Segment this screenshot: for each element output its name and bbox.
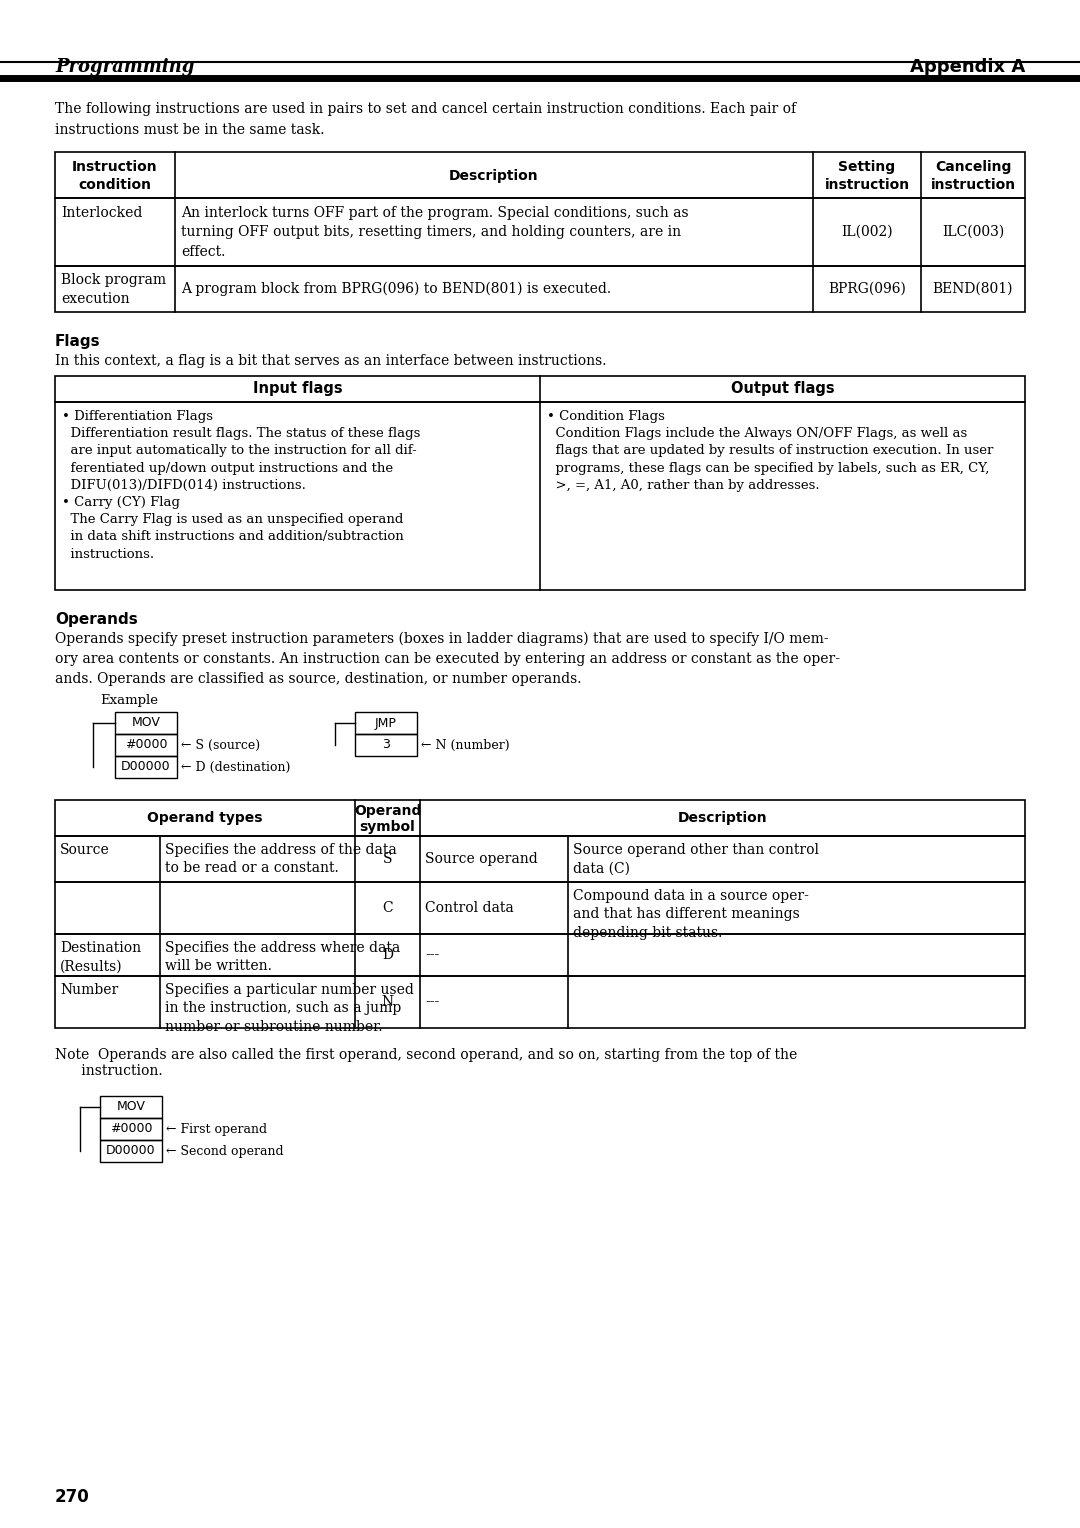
Text: Output flags: Output flags	[731, 382, 835, 396]
Bar	[100, 1096, 162, 1118]
Text: Canceling
instruction: Canceling instruction	[931, 160, 1015, 191]
Text: ILC(003): ILC(003)	[942, 225, 1004, 238]
Bar	[114, 712, 177, 733]
Text: Operand
symbol: Operand symbol	[354, 804, 421, 834]
Text: Appendix A: Appendix A	[909, 58, 1025, 76]
Text: D00000: D00000	[106, 1144, 156, 1158]
Text: BEND(801): BEND(801)	[933, 283, 1013, 296]
Text: ← D (destination): ← D (destination)	[181, 761, 291, 773]
Bar	[55, 376, 1025, 402]
Text: ← First operand: ← First operand	[166, 1123, 267, 1135]
Bar	[55, 882, 1025, 934]
Text: 270: 270	[55, 1488, 90, 1507]
Bar	[100, 1118, 162, 1140]
Text: D: D	[382, 947, 393, 963]
Text: • Condition Flags
  Condition Flags include the Always ON/OFF Flags, as well as
: • Condition Flags Condition Flags includ…	[546, 410, 994, 492]
Text: Example: Example	[100, 694, 158, 707]
Text: Programming: Programming	[55, 58, 194, 76]
Text: Specifies the address where data
will be written.: Specifies the address where data will be…	[165, 941, 401, 973]
Text: D00000: D00000	[121, 761, 171, 773]
Text: #0000: #0000	[110, 1123, 152, 1135]
Text: ← S (source): ← S (source)	[181, 738, 260, 752]
Text: A program block from BPRG(096) to BEND(801) is executed.: A program block from BPRG(096) to BEND(8…	[181, 281, 611, 296]
Text: Destination
(Results): Destination (Results)	[60, 941, 141, 973]
Bar	[55, 266, 1025, 312]
Bar	[355, 733, 417, 756]
Text: Description: Description	[449, 170, 539, 183]
Text: The following instructions are used in pairs to set and cancel certain instructi: The following instructions are used in p…	[55, 102, 796, 136]
Text: 3: 3	[382, 738, 390, 752]
Bar	[55, 836, 1025, 882]
Text: ← Second operand: ← Second operand	[166, 1144, 284, 1158]
Text: Source operand other than control
data (C): Source operand other than control data (…	[573, 843, 819, 876]
Text: Source operand: Source operand	[426, 853, 538, 866]
Text: N: N	[381, 995, 393, 1008]
Text: S: S	[382, 853, 392, 866]
Text: ← N (number): ← N (number)	[421, 738, 510, 752]
Bar	[55, 976, 1025, 1028]
Text: Operand types: Operand types	[147, 811, 262, 825]
Text: Block program
execution: Block program execution	[60, 274, 166, 306]
Bar	[355, 712, 417, 733]
Bar	[55, 402, 1025, 590]
Text: Operands: Operands	[55, 613, 138, 626]
Text: ---: ---	[426, 995, 440, 1008]
Text: • Differentiation Flags
  Differentiation result flags. The status of these flag: • Differentiation Flags Differentiation …	[62, 410, 420, 561]
Text: BPRG(096): BPRG(096)	[828, 283, 906, 296]
Text: Flags: Flags	[55, 335, 100, 348]
Text: C: C	[382, 902, 393, 915]
Text: Number: Number	[60, 983, 118, 996]
Bar	[114, 733, 177, 756]
Text: MOV: MOV	[132, 717, 161, 729]
Text: Source: Source	[60, 843, 110, 857]
Text: Control data: Control data	[426, 902, 514, 915]
Text: Instruction
condition: Instruction condition	[72, 160, 158, 191]
Text: #0000: #0000	[125, 738, 167, 752]
Text: An interlock turns OFF part of the program. Special conditions, such as
turning : An interlock turns OFF part of the progr…	[181, 206, 689, 258]
Text: Operands specify preset instruction parameters (boxes in ladder diagrams) that a: Operands specify preset instruction para…	[55, 633, 840, 686]
Text: MOV: MOV	[117, 1100, 146, 1114]
Text: In this context, a flag is a bit that serves as an interface between instruction: In this context, a flag is a bit that se…	[55, 354, 607, 368]
Text: Specifies a particular number used
in the instruction, such as a jump
number or : Specifies a particular number used in th…	[165, 983, 414, 1034]
Text: IL(002): IL(002)	[841, 225, 893, 238]
Text: Setting
instruction: Setting instruction	[824, 160, 909, 191]
Text: Note  Operands are also called the first operand, second operand, and so on, sta: Note Operands are also called the first …	[55, 1048, 797, 1062]
Bar	[55, 199, 1025, 266]
Text: Description: Description	[677, 811, 767, 825]
Bar	[55, 934, 1025, 976]
Text: instruction.: instruction.	[55, 1063, 163, 1077]
Bar	[100, 1140, 162, 1161]
Text: Interlocked: Interlocked	[60, 206, 143, 220]
Text: Compound data in a source oper-
and that has different meanings
depending bit st: Compound data in a source oper- and that…	[573, 889, 809, 940]
Text: Input flags: Input flags	[253, 382, 342, 396]
Text: JMP: JMP	[375, 717, 397, 729]
Text: Specifies the address of the data
to be read or a constant.: Specifies the address of the data to be …	[165, 843, 396, 876]
Bar	[114, 756, 177, 778]
Text: ---: ---	[426, 947, 440, 963]
Bar	[55, 151, 1025, 199]
Bar	[55, 801, 1025, 836]
